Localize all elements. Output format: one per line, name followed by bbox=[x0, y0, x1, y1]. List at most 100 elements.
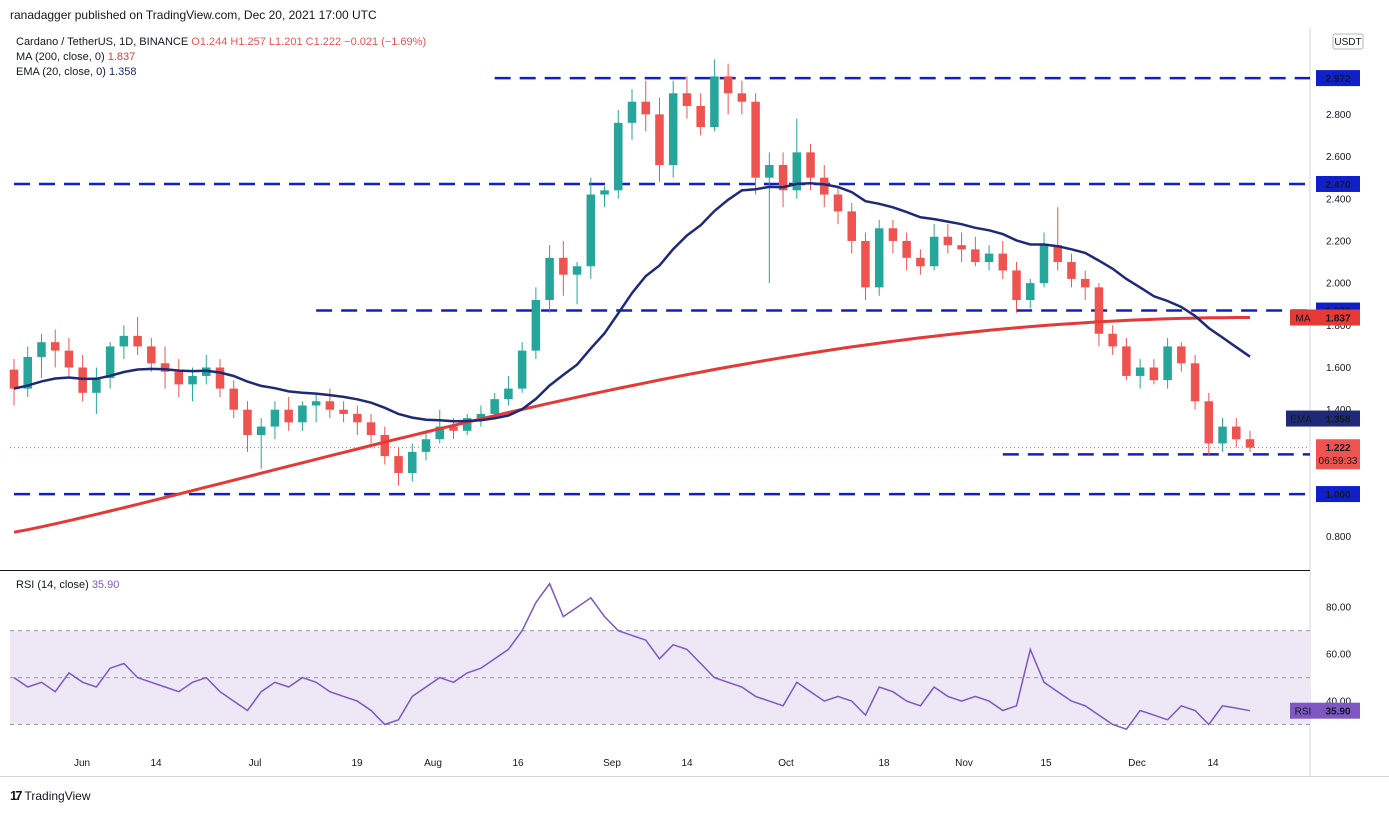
candle-body bbox=[1232, 426, 1241, 440]
rsi-tick-label: 60.00 bbox=[1326, 650, 1351, 661]
rsi-tag-label: RSI bbox=[1295, 707, 1312, 718]
candle-body bbox=[1012, 270, 1021, 300]
candle-body bbox=[874, 228, 884, 288]
candle-body bbox=[971, 249, 980, 263]
candle-body bbox=[366, 422, 376, 435]
time-tick-label: 18 bbox=[878, 758, 890, 769]
candle-body bbox=[284, 409, 293, 423]
candle-body bbox=[1204, 401, 1214, 444]
candle-body bbox=[1094, 287, 1104, 334]
symbol-line: Cardano / TetherUS, 1D, BINANCE O1.244 H… bbox=[16, 35, 426, 50]
candle-body bbox=[655, 114, 664, 165]
candle-body bbox=[545, 257, 554, 300]
candle-body bbox=[215, 367, 225, 389]
candle-body bbox=[1149, 367, 1159, 381]
candle-body bbox=[147, 346, 156, 364]
last-price-label: 1.222 bbox=[1325, 443, 1350, 454]
time-tick-label: 19 bbox=[351, 758, 363, 769]
candle-body bbox=[133, 335, 142, 347]
candle-body bbox=[586, 194, 596, 267]
ema-value-label: 1.358 bbox=[1325, 415, 1350, 426]
candle-body bbox=[682, 93, 692, 106]
rsi-legend: RSI (14, close) 35.90 bbox=[16, 579, 119, 591]
candle-body bbox=[902, 240, 911, 258]
candle-body bbox=[105, 346, 115, 379]
ema-legend-label: EMA (20, close, 0) bbox=[16, 66, 106, 78]
ema-value-tag bbox=[1316, 410, 1360, 427]
ma-legend-line: MA (200, close, 0) 1.837 bbox=[16, 50, 426, 65]
last-price-tag bbox=[1316, 439, 1360, 470]
candle-body bbox=[229, 388, 238, 410]
price-tick-label: 2.800 bbox=[1326, 110, 1351, 121]
candle-body bbox=[408, 451, 417, 473]
time-tick-label: Sep bbox=[603, 758, 621, 769]
candle-body bbox=[78, 367, 87, 393]
candle-body bbox=[765, 165, 774, 178]
candle-body bbox=[23, 356, 32, 389]
candle-body bbox=[462, 418, 472, 431]
candle-body bbox=[833, 194, 843, 212]
currency-badge bbox=[1332, 33, 1364, 50]
ema-20-line bbox=[13, 182, 1251, 423]
candle-body bbox=[1067, 262, 1076, 279]
level-label: 1.000 bbox=[1325, 490, 1350, 501]
candle-body bbox=[957, 245, 966, 250]
ma-value-label: 1.837 bbox=[1325, 314, 1350, 325]
price-tick-label: 1.600 bbox=[1326, 363, 1351, 374]
candle-body bbox=[394, 456, 403, 473]
price-tick-label: 2.600 bbox=[1326, 152, 1351, 163]
candle-body bbox=[984, 253, 994, 263]
rsi-tick-label: 40.00 bbox=[1326, 697, 1351, 708]
rsi-legend-value: 35.90 bbox=[91, 579, 120, 591]
ma-tag-label: MA bbox=[1296, 314, 1311, 325]
candle-body bbox=[572, 266, 582, 275]
price-tick-label: 0.800 bbox=[1326, 532, 1351, 543]
candle-body bbox=[847, 211, 856, 241]
candle-body bbox=[188, 375, 197, 385]
candle-body bbox=[1108, 333, 1117, 347]
candle-body bbox=[600, 190, 609, 195]
level-label: 2.972 bbox=[1325, 74, 1350, 85]
candle-body bbox=[435, 426, 444, 440]
tradingview-logo-icon: 17 bbox=[10, 788, 23, 803]
ma-tag bbox=[1290, 309, 1316, 326]
candle-body bbox=[50, 342, 60, 351]
time-tick-label: Jun bbox=[74, 758, 90, 769]
time-tick-label: Nov bbox=[955, 758, 973, 769]
candle-body bbox=[696, 105, 705, 128]
price-tick-label: 2.200 bbox=[1326, 236, 1351, 247]
candle-body bbox=[490, 399, 499, 414]
candle-body bbox=[339, 409, 348, 414]
rsi-value-label: 35.90 bbox=[1325, 707, 1350, 718]
ma-value-tag bbox=[1316, 309, 1360, 326]
candle-body bbox=[353, 413, 362, 423]
candle-body bbox=[668, 93, 678, 165]
ohlc-values: O1.244 H1.257 L1.201 C1.222 −0.021 (−1.6… bbox=[191, 36, 427, 48]
candle-body bbox=[559, 257, 568, 275]
level-tag bbox=[1316, 486, 1360, 503]
candle-body bbox=[806, 152, 815, 178]
candle-body bbox=[1177, 346, 1186, 364]
candle-body bbox=[792, 152, 802, 191]
time-tick-label: Oct bbox=[778, 758, 794, 769]
time-tick-label: Jul bbox=[249, 758, 262, 769]
level-tag bbox=[1316, 70, 1360, 87]
footer-brand-label: TradingView bbox=[24, 788, 91, 803]
candle-body bbox=[737, 93, 747, 102]
ma-200-line bbox=[13, 316, 1250, 534]
currency-label: USDT bbox=[1334, 37, 1361, 48]
countdown-label: 06:59:33 bbox=[1319, 456, 1358, 467]
candle-body bbox=[270, 409, 280, 427]
footer-brand[interactable]: 17 TradingView bbox=[10, 788, 91, 803]
candle-body bbox=[1163, 346, 1172, 381]
candle-body bbox=[627, 101, 637, 123]
candle-body bbox=[1039, 245, 1049, 284]
candle-body bbox=[943, 236, 953, 246]
price-tick-label: 2.000 bbox=[1326, 279, 1351, 290]
ema-legend-value: 1.358 bbox=[108, 66, 137, 78]
time-tick-label: Dec bbox=[1128, 758, 1146, 769]
rsi-tick-label: 80.00 bbox=[1326, 603, 1351, 614]
candle-body bbox=[723, 76, 733, 94]
level-tag bbox=[1316, 175, 1360, 192]
